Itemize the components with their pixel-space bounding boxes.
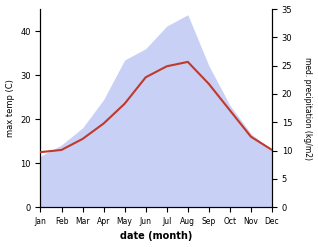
Y-axis label: med. precipitation (kg/m2): med. precipitation (kg/m2) <box>303 57 313 160</box>
Y-axis label: max temp (C): max temp (C) <box>5 79 15 137</box>
X-axis label: date (month): date (month) <box>120 231 192 242</box>
